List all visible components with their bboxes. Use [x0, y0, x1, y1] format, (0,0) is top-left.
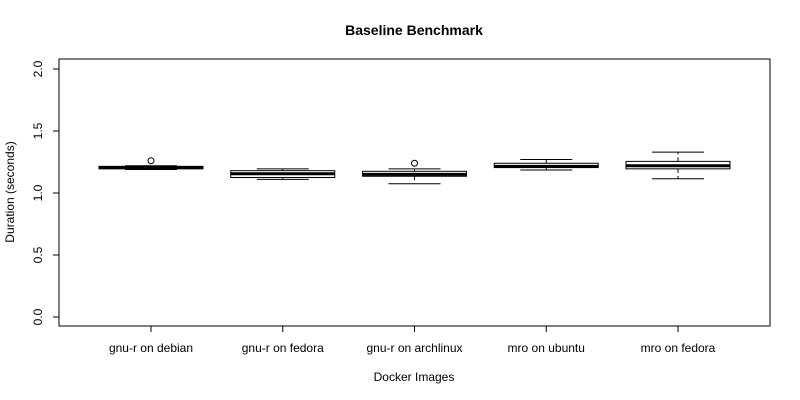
y-axis: 0.0 0.5 1.0 1.5 2.0 — [31, 60, 60, 325]
y-tick-label: 2.0 — [31, 60, 45, 77]
x-axis-label: Docker Images — [374, 370, 455, 384]
plot-frame — [58, 58, 771, 327]
x-tick-label: mro on ubuntu — [508, 341, 585, 355]
box-4 — [625, 151, 731, 180]
outlier-point — [411, 159, 418, 167]
box-2 — [362, 159, 467, 185]
x-tick-label: mro on fedora — [641, 341, 716, 355]
x-tick-label: gnu-r on archlinux — [366, 341, 462, 355]
y-tick-label: 1.0 — [31, 184, 45, 201]
x-axis: gnu-r on debian gnu-r on fedora gnu-r on a… — [109, 325, 716, 355]
box-series — [98, 151, 731, 185]
y-tick-label: 0.0 — [31, 308, 45, 325]
x-tick-label: gnu-r on fedora — [242, 341, 324, 355]
outlier-point — [147, 157, 155, 165]
chart-title: Baseline Benchmark — [345, 22, 483, 38]
box-0 — [98, 157, 204, 170]
box-3 — [493, 159, 599, 171]
x-tick-label: gnu-r on debian — [109, 341, 193, 355]
y-tick-label: 1.5 — [31, 122, 45, 139]
box-1 — [230, 168, 336, 180]
y-axis-label: Duration (seconds) — [3, 141, 17, 242]
y-tick-label: 0.5 — [31, 246, 45, 263]
